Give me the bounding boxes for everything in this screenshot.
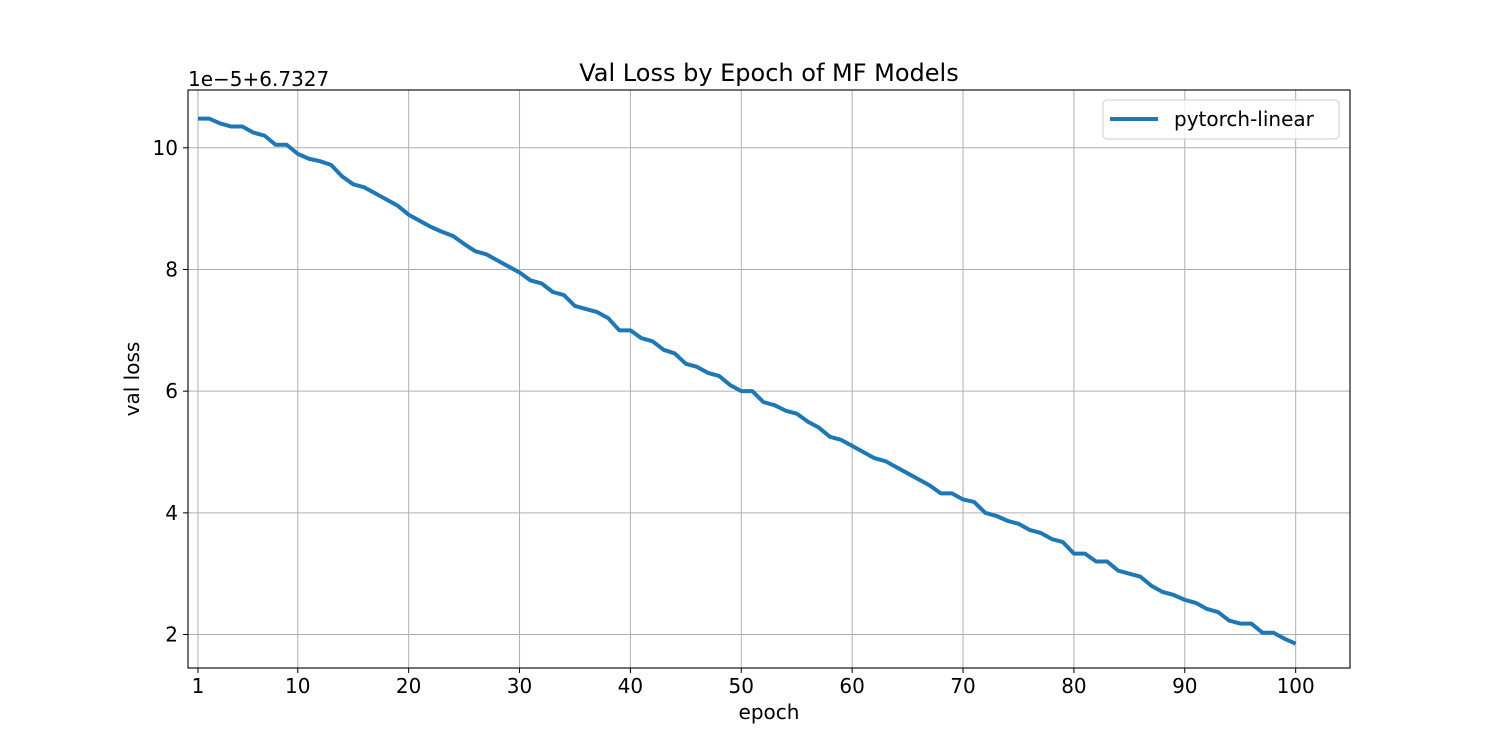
series-layer — [197, 116, 1297, 646]
chart-title: Val Loss by Epoch of MF Models — [579, 59, 958, 87]
x-tick-label: 80 — [1061, 674, 1086, 698]
y-axis-title: val loss — [120, 342, 144, 417]
legend: pytorch-linear — [1102, 99, 1340, 140]
y-tick-label: 4 — [165, 501, 178, 525]
y-tick-label: 6 — [165, 379, 178, 403]
x-tick-label: 70 — [950, 674, 975, 698]
legend-label: pytorch-linear — [1174, 107, 1315, 131]
x-tick-label: 10 — [285, 674, 310, 698]
legend-box — [1102, 99, 1340, 140]
plot-area — [188, 90, 1350, 668]
plot-frame — [187, 89, 1351, 669]
x-tick-label: 1 — [192, 674, 205, 698]
x-tick-label: 50 — [729, 674, 754, 698]
x-tick-label: 20 — [396, 674, 421, 698]
series-line-0 — [197, 116, 1297, 646]
y-tick-label: 2 — [165, 623, 178, 647]
x-tick-label: 100 — [1277, 674, 1315, 698]
y-tick-label: 8 — [165, 257, 178, 281]
y-axis: 2 4 6 8 10 — [153, 136, 188, 647]
x-axis: 1 10 20 30 40 50 60 70 80 90 100 — [192, 668, 1315, 698]
x-tick-label: 60 — [839, 674, 864, 698]
x-axis-title: epoch — [739, 700, 800, 724]
grid — [188, 90, 1350, 668]
x-tick-label: 40 — [618, 674, 643, 698]
x-tick-label: 30 — [507, 674, 532, 698]
x-tick-label: 90 — [1172, 674, 1197, 698]
y-tick-label: 10 — [153, 136, 178, 160]
y-offset-label: 1e−5+6.7327 — [188, 67, 329, 91]
